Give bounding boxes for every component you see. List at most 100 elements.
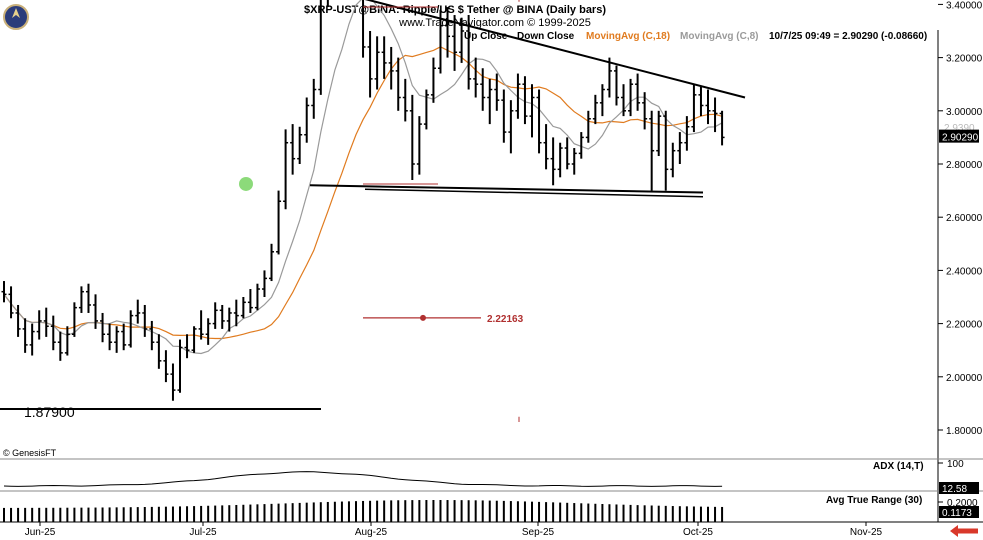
ohlc-bar: [362, 0, 366, 58]
y-tick-label: 3.40000: [946, 0, 983, 11]
ohlc-bar: [466, 15, 472, 90]
legend-up-close: Up Close: [464, 31, 508, 42]
ohlc-bar: [494, 73, 500, 111]
ohlc-bar: [121, 323, 127, 351]
ohlc-bar: [459, 17, 465, 63]
arrow-left-icon[interactable]: [950, 525, 978, 537]
ohlc-bar: [550, 137, 556, 186]
ohlc-bar: [50, 315, 56, 351]
ohlc-bar: [642, 92, 648, 130]
last-price-label: 2.90290: [942, 133, 979, 144]
ohlc-bar: [142, 304, 148, 337]
ohlc-bar: [557, 142, 563, 178]
ohlc-bar: [543, 124, 549, 170]
adx-tick-label: 100: [947, 459, 964, 470]
ohlc-bar: [515, 73, 521, 119]
y-tick-label: 2.00000: [946, 373, 983, 384]
atr-tick-label: 0.2000: [947, 498, 978, 509]
chart-title: $XRP-UST@BINA: Ripple/US $ Tether @ BINA…: [304, 4, 606, 16]
ohlc-bar: [719, 110, 725, 146]
ohlc-bar: [452, 15, 458, 71]
ohlc-bar: [564, 137, 570, 170]
legend: Up Close Down Close MovingAvg (C,18) Mov…: [464, 31, 927, 42]
adx-line: [3, 471, 723, 487]
scroll-left-button[interactable]: [948, 524, 980, 538]
atr-value-badge: [939, 506, 979, 518]
ohlc-bar: [571, 148, 577, 175]
logo-icon: [3, 4, 29, 30]
ohlc-bar: [198, 310, 204, 340]
ohlc-bar: [585, 110, 591, 143]
ohlc-bar: [205, 318, 211, 345]
adx-title: ADX (14,T): [873, 461, 924, 472]
ohlc-bar: [100, 312, 106, 343]
target-dot: [420, 314, 426, 321]
ohlc-bar: [290, 124, 296, 175]
ohlc-bar: [374, 36, 380, 90]
adx-value-label: 12.58: [942, 484, 967, 495]
ohlc-bar: [212, 302, 218, 329]
ohlc-bar: [254, 283, 260, 311]
ohlc-bar: [247, 289, 253, 313]
y-tick-label: 2.20000: [946, 320, 983, 331]
ohlc-bar: [423, 89, 429, 130]
ohlc-bar: [114, 326, 120, 353]
ohlc-bar: [22, 318, 28, 353]
ohlc-bar: [578, 132, 584, 159]
ohlc-bar: [163, 350, 169, 383]
ohlc-bar: [402, 78, 408, 122]
ma18-path: [3, 46, 723, 340]
ohlc-bar: [522, 76, 528, 125]
ohlc-bar: [613, 65, 619, 106]
ohlc-bar: [311, 78, 317, 119]
ohlc-bar: [677, 132, 683, 164]
ohlc-bar: [297, 126, 303, 164]
x-tick-label: Nov-25: [850, 527, 883, 538]
ohlc-bar: [107, 323, 113, 351]
ohlc-bar: [93, 294, 99, 329]
support-label: 1.87900: [24, 404, 75, 420]
ohlc-bar: [480, 68, 486, 111]
ohlc-bar: [628, 78, 634, 117]
signal-dot: [239, 176, 253, 191]
ohlc-bar: [416, 116, 422, 175]
y-tick-label: 3.20000: [946, 54, 983, 65]
ohlc-bar: [29, 323, 35, 356]
adx-panel: ADX (14,T) 100 12.58: [3, 459, 979, 495]
ohlc-bar: [635, 73, 641, 111]
ohlc-bar: [501, 89, 507, 143]
atr-title: Avg True Range (30): [826, 495, 922, 506]
atr-value-label: 0.1173: [942, 508, 972, 519]
ohlc-bar: [43, 307, 49, 337]
legend-ma8: MovingAvg (C,8): [680, 31, 759, 42]
time-axis: Jun-25 Jul-25 Aug-25 Sep-25 Oct-25 Nov-25: [25, 522, 883, 538]
price-axis: 3.800003.600003.400003.200003.000002.800…: [938, 0, 983, 437]
ohlc-bar: [712, 97, 718, 133]
ohlc-bar: [430, 57, 436, 103]
ohlc-bar: [85, 283, 91, 313]
ohlc-bar: [599, 84, 605, 117]
target-label: 2.22163: [487, 314, 524, 325]
watermark: © GenesisFT: [3, 448, 57, 458]
ohlc-bar: [1, 281, 7, 303]
y-tick-label: 3.00000: [946, 107, 983, 118]
ohlc-bar: [606, 57, 612, 98]
y-tick-label: 2.60000: [946, 213, 983, 224]
ohlc-bar: [656, 110, 662, 157]
ohlc-bar: [367, 31, 373, 98]
ohlc-bar: [437, 9, 443, 74]
ohlc-bar: [78, 286, 84, 313]
ohlc-bar: [149, 320, 155, 351]
ohlc-bar: [219, 304, 225, 329]
y-tick-label: 2.40000: [946, 266, 983, 277]
ohlc-bar: [191, 326, 197, 353]
lower-trendline: [309, 184, 704, 194]
ohlc-bar: [318, 0, 322, 95]
ohlc-bar: [15, 304, 21, 337]
copyright-text: www.TradeNavigator.com © 1999-2025: [398, 17, 591, 29]
ohlc-bar: [698, 86, 704, 117]
last-price-badge: [939, 129, 979, 143]
ohlc-bar: [487, 78, 493, 125]
ohlc-bar: [684, 116, 690, 151]
